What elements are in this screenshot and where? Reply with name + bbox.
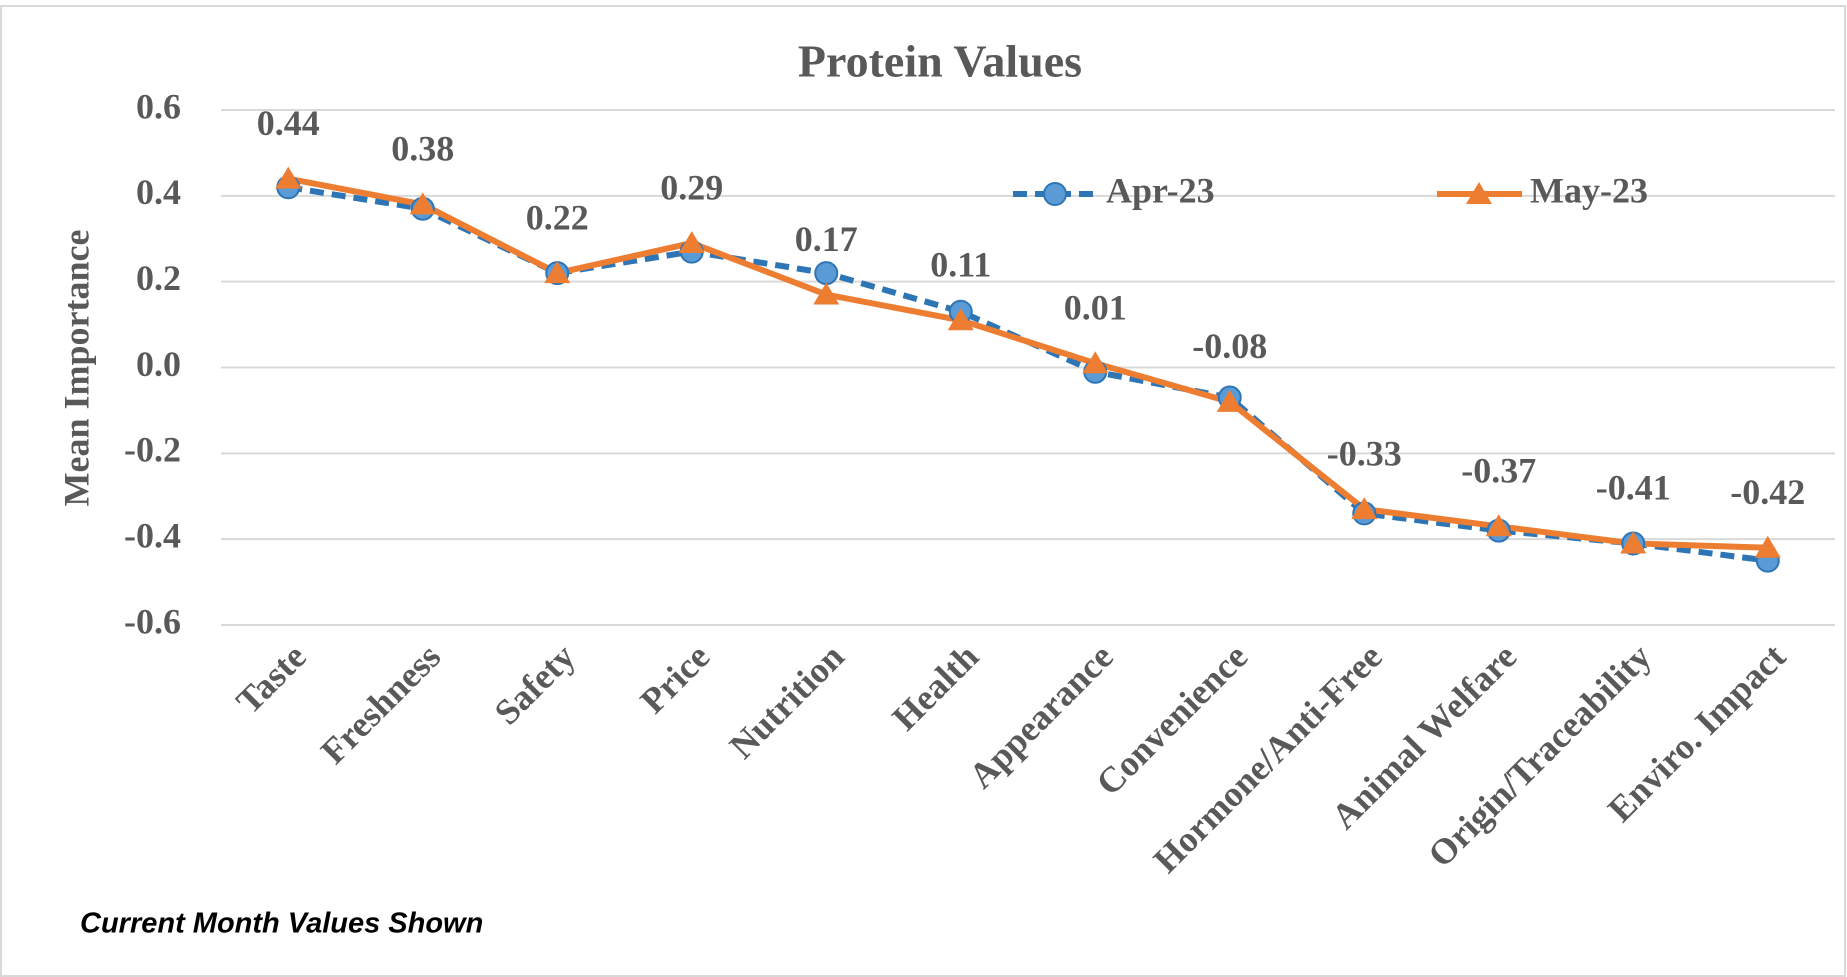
data-label: 0.29 (660, 167, 723, 207)
data-label: 0.01 (1064, 287, 1127, 327)
data-label: -0.08 (1192, 326, 1267, 366)
y-axis-title: Mean Importance (56, 230, 96, 507)
chart-title: Protein Values (798, 36, 1082, 87)
data-label: -0.42 (1730, 472, 1805, 512)
footnote: Current Month Values Shown (80, 908, 483, 940)
chart-border (0, 5, 1846, 977)
y-tick-label: -0.6 (124, 601, 181, 641)
data-label: -0.33 (1327, 433, 1402, 473)
y-tick-label: 0.6 (136, 86, 181, 126)
point-marker (1216, 389, 1243, 412)
y-tick-label: 0.4 (136, 172, 181, 212)
point-marker (678, 231, 705, 254)
data-label: 0.44 (257, 103, 320, 143)
y-tick-label: -0.4 (124, 515, 181, 555)
point-marker (947, 308, 974, 331)
point-marker (1351, 497, 1378, 520)
series-line (287, 175, 1768, 551)
y-tick-label: 0.2 (136, 258, 181, 298)
point-marker (1485, 514, 1512, 537)
data-label: 0.17 (795, 219, 858, 259)
point-marker (544, 261, 571, 284)
data-label: -0.37 (1461, 451, 1536, 491)
point-marker (409, 192, 436, 215)
point-marker (814, 261, 839, 286)
point-marker (813, 282, 840, 305)
point-marker (1754, 535, 1781, 558)
point-marker (1082, 351, 1109, 374)
data-label: 0.38 (391, 129, 454, 169)
legend-marker (1043, 182, 1067, 206)
data-label: -0.41 (1596, 468, 1671, 508)
y-tick-label: 0.0 (136, 344, 181, 384)
point-marker (1620, 531, 1647, 554)
data-label: 0.11 (930, 245, 991, 285)
legend-label: Apr-23 (1106, 170, 1215, 210)
point-marker (275, 166, 302, 189)
legend-label: May-23 (1530, 170, 1648, 210)
y-tick-label: -0.2 (124, 430, 181, 470)
legend-marker (1466, 182, 1492, 204)
data-label: 0.22 (526, 197, 589, 237)
